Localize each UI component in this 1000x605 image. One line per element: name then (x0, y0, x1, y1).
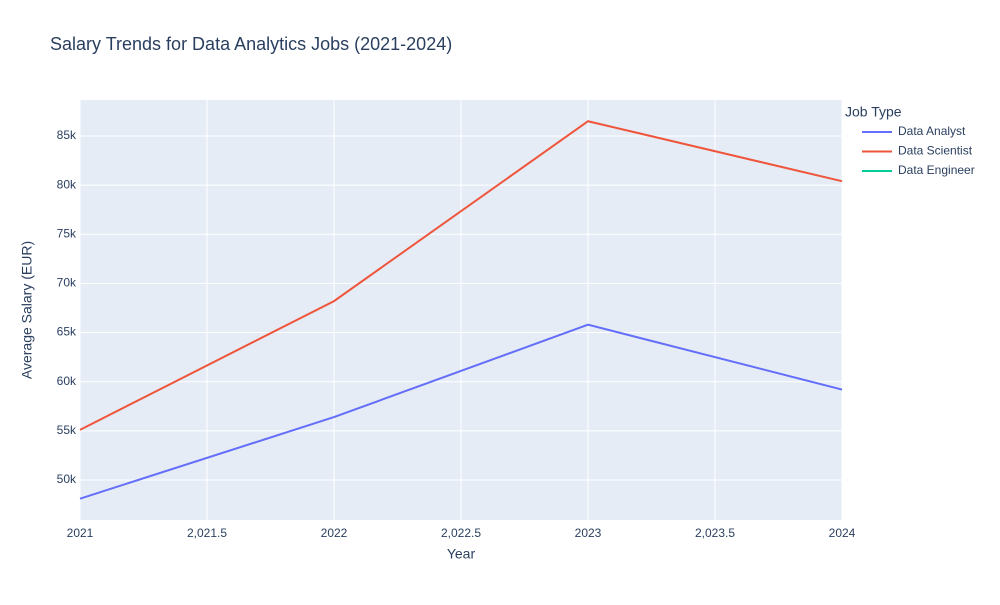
x-tick-label: 2,023.5 (695, 526, 735, 540)
y-tick-label: 65k (57, 325, 77, 339)
y-axis-title: Average Salary (EUR) (19, 241, 35, 379)
x-tick-label: 2021 (67, 526, 94, 540)
y-tick-label: 70k (57, 276, 77, 290)
y-tick-label: 55k (57, 423, 77, 437)
x-tick-label: 2023 (575, 526, 602, 540)
chart-title: Salary Trends for Data Analytics Jobs (2… (50, 34, 452, 54)
legend-label: Data Engineer (898, 163, 975, 177)
x-axis-title: Year (447, 546, 476, 562)
y-tick-label: 50k (57, 472, 77, 486)
y-tick-label: 80k (57, 177, 77, 191)
x-tick-label: 2,022.5 (441, 526, 481, 540)
series-line (79, 120, 843, 431)
x-tick-label: 2022 (321, 526, 348, 540)
y-tick-label: 75k (57, 226, 77, 240)
legend-label: Data Scientist (898, 144, 973, 158)
y-tick-label: 60k (57, 374, 77, 388)
legend-label: Data Analyst (898, 124, 966, 138)
series-line (79, 323, 843, 500)
x-tick-label: 2024 (829, 526, 856, 540)
y-tick-label: 85k (57, 128, 77, 142)
legend-title: Job Type (845, 104, 902, 120)
x-tick-label: 2,021.5 (187, 526, 227, 540)
